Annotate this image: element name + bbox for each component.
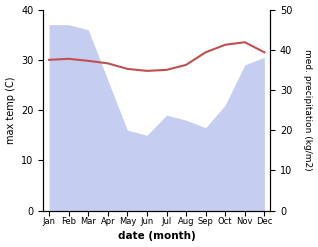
Y-axis label: med. precipitation (kg/m2): med. precipitation (kg/m2) [303, 49, 313, 171]
Y-axis label: max temp (C): max temp (C) [5, 76, 16, 144]
X-axis label: date (month): date (month) [118, 231, 196, 242]
